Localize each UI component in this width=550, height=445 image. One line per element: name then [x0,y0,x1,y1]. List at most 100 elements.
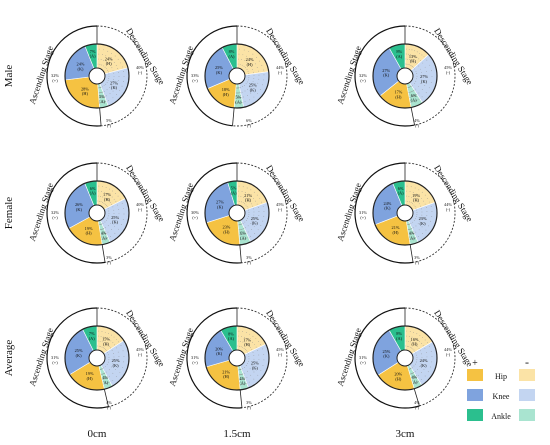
slice-joint-label: (H) [395,376,402,381]
slice-texture-dot [240,97,242,98]
slice-texture-dot [253,378,255,380]
slice-texture-dot [102,54,103,56]
ascending-stage-arc [354,162,414,264]
slice-texture-dot [412,101,414,103]
slice-value-label: 25% [111,215,119,220]
slice-texture-dot [429,64,431,66]
descending-stage-label: Descending Stage [264,26,307,86]
slice-texture-dot [112,342,114,344]
stage-divider [99,107,102,126]
slice-texture-dot [253,71,254,73]
slice-value-label: 21% [244,193,252,198]
slice-texture-dot [97,63,99,65]
slice-texture-dot [415,207,417,209]
slice-texture-dot [121,202,123,204]
slice-texture-dot [413,90,415,91]
slice-texture-dot [244,192,246,193]
slice-texture-dot [113,213,115,214]
slice-texture-dot [112,363,114,365]
slice-value-label: 17% [243,337,251,342]
slice-texture-dot [110,222,111,224]
slice-texture-dot [240,341,241,342]
slice-texture-dot [420,60,421,61]
slice-texture-dot [244,383,246,385]
slice-texture-dot [241,64,243,66]
slice-texture-dot [406,190,408,192]
slice-texture-dot [103,336,105,338]
legend-label-hip: Hip [495,372,507,381]
slice-texture-dot [408,346,410,347]
slice-texture-dot [244,101,246,103]
stage-sign-label: (-) [446,207,451,212]
slice-texture-dot [407,87,409,88]
slice-texture-dot [241,384,243,385]
slice-joint-label: (K) [216,70,223,75]
slice-texture-dot [107,344,109,346]
slice-texture-dot [111,379,113,381]
slice-texture-dot [260,370,262,371]
slice-texture-dot [239,239,241,241]
slice-texture-dot [106,68,107,69]
slice-texture-dot [408,196,410,197]
slice-texture-dot [426,360,428,362]
slice-texture-dot [102,378,104,380]
slice-texture-dot [423,368,425,370]
slice-texture-dot [257,350,259,351]
slice-value-label: 20% [394,372,402,377]
slice-texture-dot [107,352,109,353]
slice-texture-dot [244,238,245,240]
slice-joint-label: (A) [102,380,109,385]
slice-texture-dot [415,352,417,354]
slice-texture-dot [409,229,410,230]
slice-texture-dot [417,236,419,237]
slice-texture-dot [409,228,411,230]
slice-texture-dot [410,239,411,240]
slice-texture-dot [105,187,107,188]
slice-texture-dot [417,99,419,100]
slice-joint-label: (A) [411,379,418,384]
slice-texture-dot [408,229,409,230]
slice-texture-dot [102,196,104,198]
slice-texture-dot [105,55,107,57]
slice-texture-dot [431,70,432,72]
stage-total-label: 45% [276,202,284,207]
slice-texture-dot [415,199,417,201]
slice-value-label: 24% [77,62,85,67]
slice-texture-dot [258,74,260,76]
slice-texture-dot [247,199,249,201]
slice-texture-dot [251,229,252,230]
stage-total-label: 32% [51,73,59,78]
slice-texture-dot [413,238,415,239]
slice-texture-dot [407,58,408,60]
slice-texture-dot [240,102,242,104]
slice-joint-label: (H) [247,62,254,67]
slice-texture-dot [256,67,258,68]
slice-texture-dot [102,373,104,375]
slice-texture-dot [241,336,242,337]
slice-joint-label: (H) [87,376,94,381]
stage-total-label: 30% [191,210,199,215]
slice-texture-dot [415,88,417,90]
slice-texture-dot [407,64,409,65]
stage-sign-label: (-) [247,260,252,265]
stage-divider [239,389,243,408]
slice-texture-dot [97,195,99,197]
slice-texture-dot [101,102,102,103]
descending-stage-label: Descending Stage [432,26,475,86]
slice-texture-dot [242,222,244,224]
stage-sign-label: (-) [415,260,420,265]
stage-sign-label: (-) [446,70,451,75]
slice-texture-dot [411,238,412,240]
descending-stage-arc [236,162,288,264]
slice-texture-dot [109,375,110,377]
slice-texture-dot [250,92,252,94]
column-label-3cm: 3cm [396,428,415,440]
slice-texture-dot [240,346,242,348]
slice-texture-dot [410,202,412,204]
slice-joint-label: (A) [398,191,405,196]
slice-texture-dot [407,200,409,202]
slice-texture-dot [106,377,108,378]
slice-texture-dot [236,102,238,104]
slice-texture-dot [424,66,426,68]
slice-texture-dot [243,383,244,385]
